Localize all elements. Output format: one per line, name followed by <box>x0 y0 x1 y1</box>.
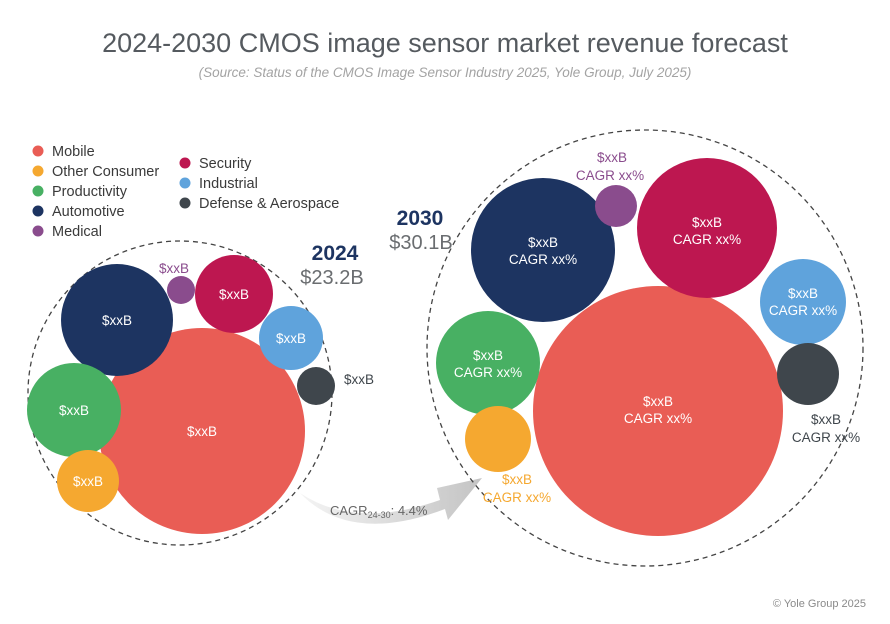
bubble-2030-mobile <box>533 286 783 536</box>
bubble-2024-medical <box>167 276 195 304</box>
bubble-2030-other-consumer <box>465 406 531 472</box>
bubble-label-2024-other-consumer: $xxB <box>73 474 103 489</box>
bubble-2024-security <box>195 255 273 333</box>
bubble-label-2030-industrial: $xxB <box>788 286 818 301</box>
bubble-label-2024-automotive: $xxB <box>102 313 132 328</box>
legend-label-industrial: Industrial <box>199 176 258 192</box>
bubble-label-2030-mobile: $xxB <box>643 394 673 409</box>
legend-label-other-consumer: Other Consumer <box>52 164 159 180</box>
cagr-subscript: 24-30 <box>368 510 391 520</box>
bubble-2030-automotive <box>471 178 615 322</box>
bubble-2024-other-consumer <box>57 450 119 512</box>
bubble-2024-automotive <box>61 264 173 376</box>
cagr-arrow: CAGR24-30: 4.4% <box>300 478 482 524</box>
bubble-label-2024-industrial: $xxB <box>276 331 306 346</box>
bubble-label-2030-productivity: $xxB <box>473 348 503 363</box>
bubble-cagr-2030-industrial: CAGR xx% <box>769 303 837 318</box>
group-2030: 2030 $30.1B $xxB CAGR xx% $xxB CAGR xx% … <box>389 129 864 567</box>
bubble-label-2024-mobile: $xxB <box>187 424 217 439</box>
bubble-2030-industrial <box>760 259 846 345</box>
cagr-suffix: : 4.4% <box>391 503 428 518</box>
bubble-2030-security <box>637 158 777 298</box>
legend-swatch-medical <box>32 225 44 237</box>
bubble-cagr-2030-other-consumer: CAGR xx% <box>483 490 551 505</box>
group-boundary-2030 <box>426 129 864 567</box>
legend-swatch-automotive <box>32 205 44 217</box>
legend-swatch-defense-aerospace <box>179 197 191 209</box>
bubble-label-2030-automotive: $xxB <box>528 235 558 250</box>
bubble-cagr-2030-automotive: CAGR xx% <box>509 252 577 267</box>
bubble-2024-productivity <box>27 363 121 457</box>
bubble-2024-mobile <box>99 328 305 534</box>
bubble-2030-defense-aerospace <box>777 343 839 405</box>
bubble-2024-defense-aerospace <box>297 367 335 405</box>
bubble-2030-medical <box>595 185 637 227</box>
legend-label-medical: Medical <box>52 224 102 240</box>
bubble-label-2030-security: $xxB <box>692 215 722 230</box>
group-2024: 2024 $23.2B $xxB $xxB $xxB $xxB $xxB $xx… <box>27 240 374 546</box>
group-total-2030: $30.1B <box>389 232 452 254</box>
legend-swatch-productivity <box>32 185 44 197</box>
bubble-label-2024-security: $xxB <box>219 287 249 302</box>
bubble-label-2030-defense-aerospace: $xxB <box>811 412 841 427</box>
bubble-cagr-2030-security: CAGR xx% <box>673 232 741 247</box>
bubble-label-2024-defense-aerospace: $xxB <box>344 372 374 387</box>
legend-swatch-security <box>179 157 191 169</box>
bubble-cagr-2030-medical: CAGR xx% <box>576 168 644 183</box>
legend: Mobile Other Consumer Productivity Autom… <box>32 144 339 240</box>
chart-title: 2024-2030 CMOS image sensor market reven… <box>102 28 788 58</box>
legend-label-security: Security <box>199 156 252 172</box>
bubble-2030-productivity <box>436 311 540 415</box>
bubble-label-2030-other-consumer: $xxB <box>502 472 532 487</box>
chart-subtitle: (Source: Status of the CMOS Image Sensor… <box>199 65 692 80</box>
group-year-2024: 2024 <box>312 242 359 265</box>
legend-swatch-industrial <box>179 177 191 189</box>
legend-label-defense-aerospace: Defense & Aerospace <box>199 196 339 212</box>
legend-label-productivity: Productivity <box>52 184 128 200</box>
legend-label-mobile: Mobile <box>52 144 95 160</box>
bubble-cagr-2030-defense-aerospace: CAGR xx% <box>792 430 860 445</box>
bubble-label-2024-medical: $xxB <box>159 261 189 276</box>
copyright: © Yole Group 2025 <box>773 598 866 610</box>
bubble-label-2024-productivity: $xxB <box>59 403 89 418</box>
cagr-label: CAGR24-30: 4.4% <box>330 503 428 520</box>
legend-swatch-mobile <box>32 145 44 157</box>
group-total-2024: $23.2B <box>300 267 363 289</box>
legend-label-automotive: Automotive <box>52 204 125 220</box>
legend-swatch-other-consumer <box>32 165 44 177</box>
bubble-label-2030-medical: $xxB <box>597 150 627 165</box>
bubble-cagr-2030-productivity: CAGR xx% <box>454 365 522 380</box>
cagr-arrow-shape <box>300 478 482 524</box>
bubble-2024-industrial <box>259 306 323 370</box>
cagr-prefix: CAGR <box>330 503 368 518</box>
group-year-2030: 2030 <box>397 207 444 230</box>
bubble-cagr-2030-mobile: CAGR xx% <box>624 411 692 426</box>
